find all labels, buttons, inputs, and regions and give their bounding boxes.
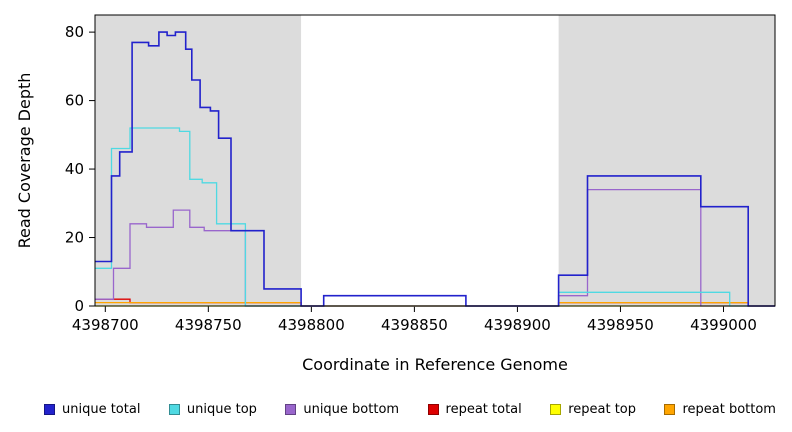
legend-item-unique-bottom: unique bottom: [285, 402, 399, 417]
legend-label-repeat-bottom: repeat bottom: [682, 401, 776, 417]
legend-label-unique-top: unique top: [186, 401, 257, 417]
svg-text:60: 60: [65, 92, 84, 110]
svg-text:4398850: 4398850: [381, 316, 448, 334]
svg-text:40: 40: [65, 160, 84, 178]
legend-item-repeat-bottom: repeat bottom: [664, 402, 776, 417]
svg-text:4398950: 4398950: [587, 316, 654, 334]
legend-item-repeat-total: repeat total: [427, 401, 522, 417]
coverage-chart: 4398700 4398750 4398800 4398850 4398900 43989…: [15, 14, 776, 374]
legend-swatch-unique-total: [44, 403, 55, 415]
svg-text:4398900: 4398900: [484, 316, 551, 334]
svg-text:4398750: 4398750: [175, 316, 242, 334]
svg-text:4398700: 4398700: [72, 316, 139, 334]
svg-text:0: 0: [74, 297, 84, 315]
legend-item-repeat-top: repeat top: [550, 402, 636, 417]
svg-text:80: 80: [65, 23, 84, 41]
legend-item-unique-total: unique total: [44, 402, 140, 417]
legend-swatch-repeat-total: [427, 403, 439, 415]
legend-swatch-repeat-bottom: [664, 403, 676, 415]
svg-text:4398800: 4398800: [278, 316, 345, 334]
svg-text:20: 20: [65, 229, 84, 247]
legend-label-unique-bottom: unique bottom: [303, 401, 400, 417]
svg-text:Read Coverage Depth: Read Coverage Depth: [15, 73, 34, 249]
legend-label-repeat-total: repeat total: [445, 401, 522, 417]
legend-label-unique-total: unique total: [62, 401, 141, 417]
legend-swatch-unique-bottom: [285, 403, 297, 415]
chart-legend: unique total unique top unique bottom re…: [0, 386, 792, 426]
legend-swatch-unique-top: [168, 403, 180, 415]
svg-text:Coordinate in Reference Genome: Coordinate in Reference Genome: [302, 355, 568, 374]
legend-swatch-repeat-top: [550, 403, 562, 415]
legend-label-repeat-top: repeat top: [568, 401, 636, 417]
legend-item-unique-top: unique top: [168, 401, 257, 417]
svg-text:4399000: 4399000: [690, 316, 757, 334]
